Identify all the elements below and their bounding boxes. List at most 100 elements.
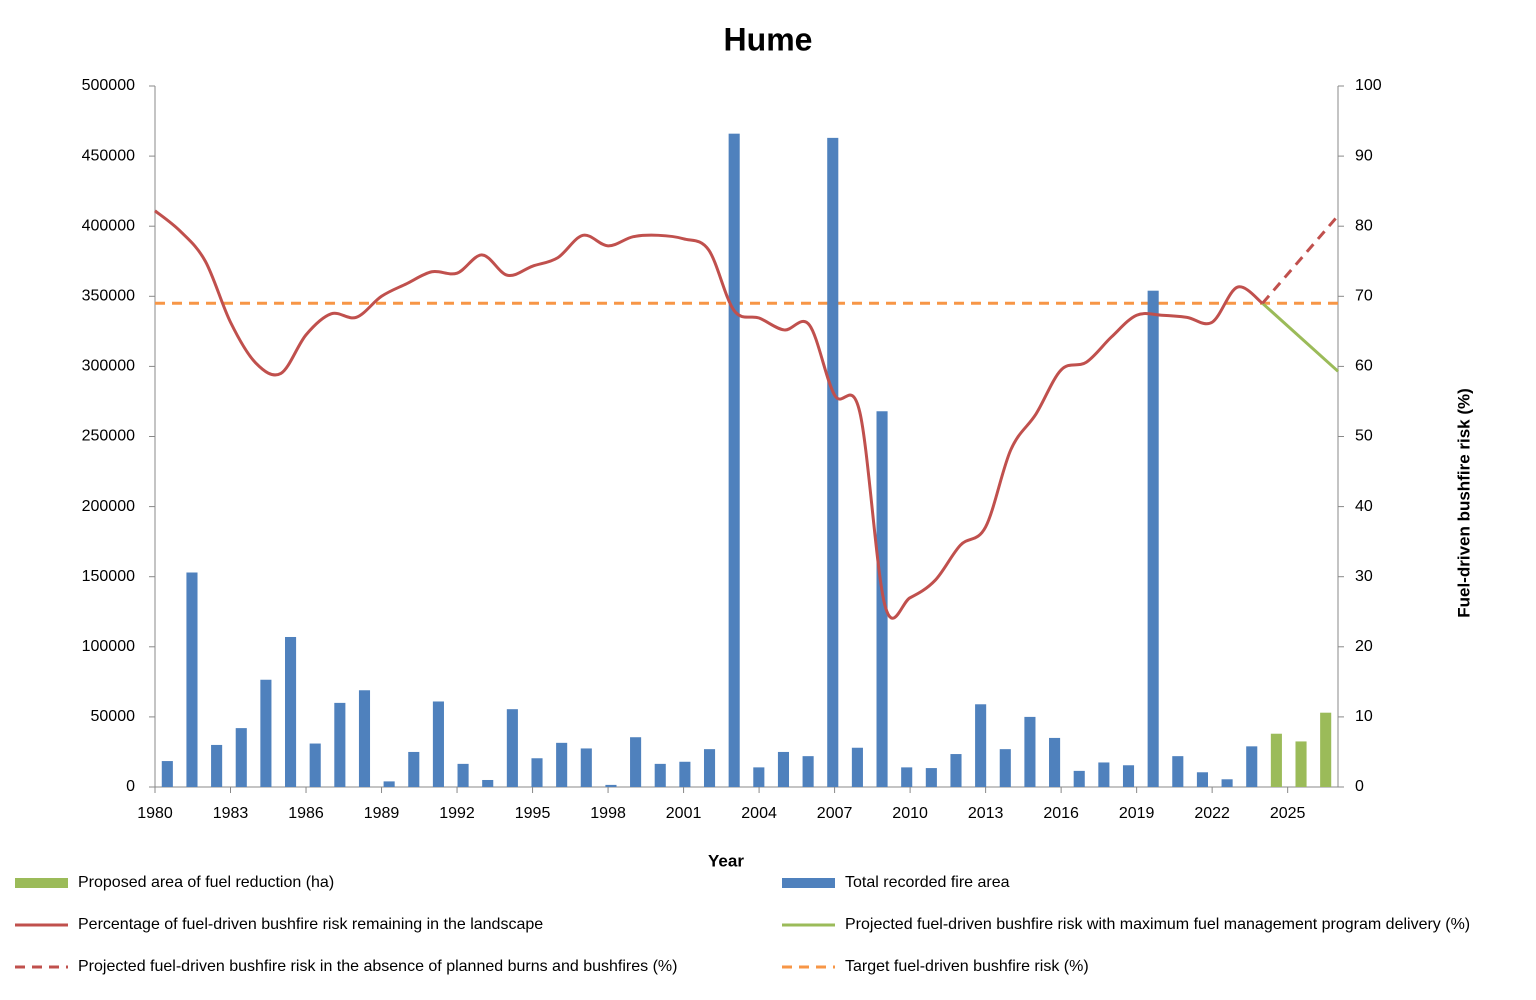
- y2-tick-label: 50: [1355, 428, 1373, 445]
- bar: [1172, 756, 1184, 787]
- y2-tick-label: 20: [1355, 638, 1373, 655]
- bar: [679, 761, 691, 787]
- x-tick-label: 2001: [666, 805, 702, 822]
- legend-swatch: [782, 878, 835, 888]
- bar: [1073, 770, 1085, 787]
- x-tick-label: 2016: [1043, 805, 1079, 822]
- y2-tick-label: 0: [1355, 778, 1364, 795]
- y2-tick-label: 60: [1355, 358, 1373, 375]
- bar: [630, 737, 642, 787]
- bar: [211, 744, 223, 787]
- bar: [309, 743, 321, 787]
- x-axis-title: Year: [708, 851, 744, 870]
- x-tick-label: 2007: [817, 805, 853, 822]
- bar: [1049, 737, 1061, 787]
- y2-tick-label: 70: [1355, 288, 1373, 305]
- bar: [1295, 741, 1307, 787]
- bar: [1122, 765, 1135, 787]
- x-tick-label: 1989: [364, 805, 400, 822]
- y-tick-label: 150000: [82, 568, 135, 585]
- y-tick-label: 450000: [82, 147, 135, 164]
- bar: [457, 763, 469, 787]
- y-tick-label: 100000: [82, 638, 135, 655]
- bar: [950, 754, 962, 787]
- y2-tick-label: 40: [1355, 498, 1373, 515]
- bar: [802, 756, 814, 787]
- bar: [999, 749, 1011, 787]
- bar: [358, 690, 371, 787]
- bar: [728, 133, 740, 788]
- bar: [531, 758, 543, 787]
- legend-label: Proposed area of fuel reduction (ha): [78, 874, 334, 891]
- bar: [777, 751, 790, 787]
- bar: [161, 761, 173, 787]
- bar: [901, 767, 913, 787]
- bar: [1098, 762, 1110, 787]
- bar: [851, 747, 863, 787]
- bar: [1024, 716, 1036, 787]
- y-tick-label: 200000: [82, 498, 135, 515]
- bar: [605, 784, 617, 787]
- x-tick-label: 2010: [892, 805, 928, 822]
- bar: [235, 728, 247, 787]
- y-tick-label: 250000: [82, 428, 135, 445]
- y-tick-label: 400000: [82, 217, 135, 234]
- x-tick-label: 1998: [590, 805, 626, 822]
- y-tick-label: 50000: [91, 708, 136, 725]
- bar: [186, 572, 198, 787]
- bar: [506, 709, 518, 787]
- x-tick-label: 2025: [1270, 805, 1306, 822]
- y2-tick-label: 90: [1355, 147, 1373, 164]
- y-tick-label: 350000: [82, 288, 135, 305]
- bar: [556, 742, 568, 787]
- bar: [1196, 772, 1208, 787]
- y-tick-label: 500000: [82, 77, 135, 94]
- y2-axis-title: Fuel-driven bushfire risk (%): [1454, 388, 1473, 618]
- line: [1261, 214, 1340, 305]
- bar: [334, 702, 346, 787]
- y2-tick-label: 80: [1355, 217, 1373, 234]
- bar: [383, 781, 395, 787]
- bar: [827, 137, 839, 787]
- bar: [408, 751, 420, 787]
- x-tick-label: 1995: [515, 805, 551, 822]
- bar: [1246, 746, 1258, 787]
- y2-tick-label: 30: [1355, 568, 1373, 585]
- bar: [482, 779, 494, 787]
- bar: [580, 748, 592, 787]
- bar: [654, 763, 666, 787]
- bar: [925, 768, 937, 787]
- legend-label: Projected fuel-driven bushfire risk in t…: [78, 958, 677, 975]
- y2-tick-label: 100: [1355, 77, 1382, 94]
- bar: [753, 767, 765, 787]
- bar: [260, 679, 272, 787]
- legend-label: Percentage of fuel-driven bushfire risk …: [78, 916, 543, 933]
- bar: [285, 636, 297, 787]
- legend-swatch: [15, 878, 68, 888]
- bar: [1147, 290, 1159, 787]
- bar: [975, 704, 987, 787]
- bar: [703, 749, 716, 787]
- bar: [432, 701, 444, 787]
- bar: [1270, 733, 1282, 787]
- chart-title: Hume: [724, 21, 813, 57]
- x-tick-label: 2013: [968, 805, 1004, 822]
- y2-tick-label: 10: [1355, 708, 1373, 725]
- x-tick-label: 2004: [741, 805, 777, 822]
- x-tick-label: 2019: [1119, 805, 1155, 822]
- bar: [1320, 712, 1332, 787]
- line: [154, 209, 1264, 620]
- y-tick-label: 300000: [82, 358, 135, 375]
- x-tick-label: 1983: [213, 805, 249, 822]
- x-tick-label: 1986: [288, 805, 324, 822]
- y-tick-label: 0: [126, 778, 135, 795]
- x-tick-label: 1992: [439, 805, 475, 822]
- legend-label: Target fuel-driven bushfire risk (%): [845, 958, 1089, 975]
- line: [1261, 302, 1340, 373]
- x-tick-label: 2022: [1194, 805, 1230, 822]
- bar: [1221, 779, 1233, 787]
- x-tick-label: 1980: [137, 805, 173, 822]
- legend-label: Total recorded fire area: [845, 874, 1010, 891]
- legend-label: Projected fuel-driven bushfire risk with…: [845, 916, 1470, 933]
